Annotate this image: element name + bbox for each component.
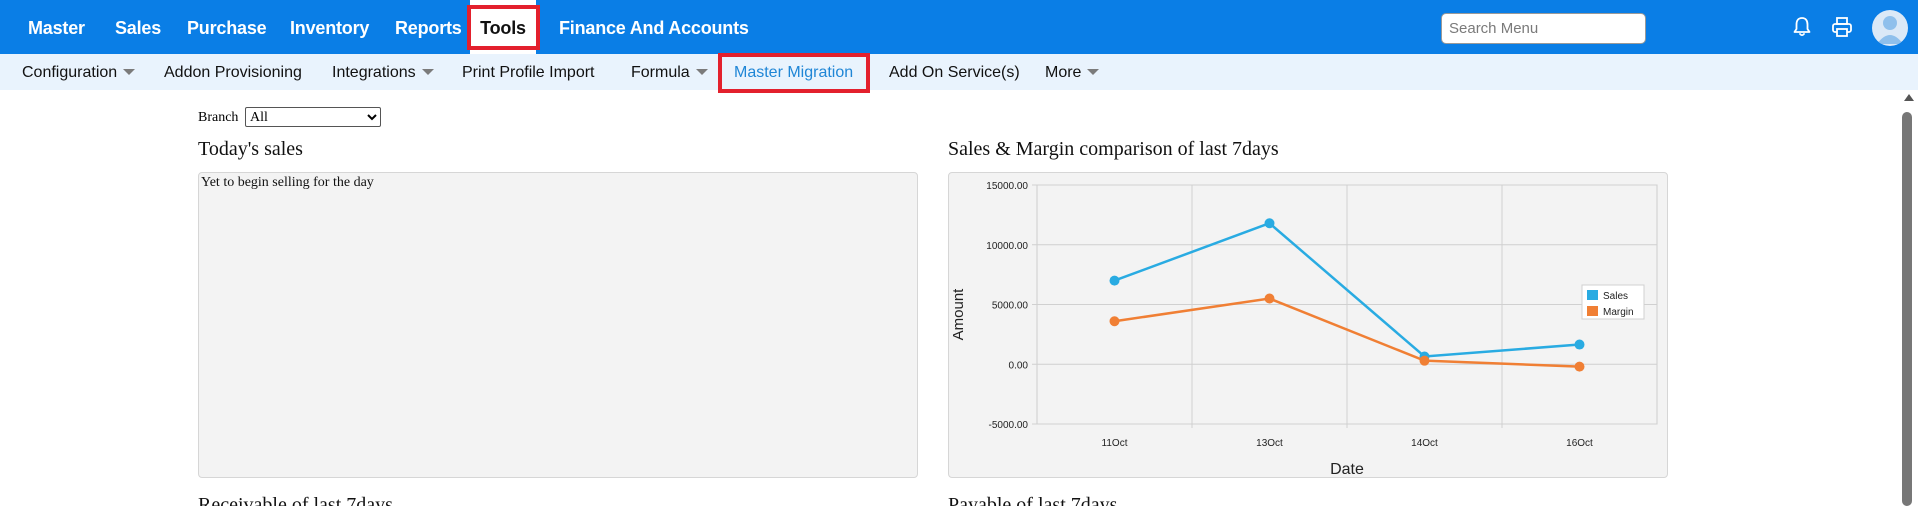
branch-select[interactable]: All (245, 107, 381, 127)
y-tick-label: 5000.00 (992, 301, 1029, 312)
subnav-print-profile-import[interactable]: Print Profile Import (462, 64, 595, 81)
topnav-finance-and-accounts[interactable]: Finance And Accounts (559, 18, 749, 38)
scrollbar-thumb[interactable] (1902, 112, 1912, 506)
sales-margin-chart-panel: 15000.00 10000.00 5000.00 0.00 -5000.00 11Oct… (948, 172, 1668, 478)
top-navigation-bar: Master Sales Purchase Inventory Reports … (0, 0, 1918, 54)
legend-label-sales: Sales (1603, 291, 1628, 302)
series-line-margin (1114, 297, 1580, 368)
user-avatar-icon[interactable] (1872, 10, 1908, 46)
series-line-sales (1114, 221, 1580, 358)
data-point-sales (1574, 339, 1585, 350)
chevron-down-icon (1087, 68, 1100, 75)
todays-sales-title: Today's sales (198, 138, 303, 160)
sales-margin-line-chart: 15000.00 10000.00 5000.00 0.00 -5000.00 11Oct… (950, 181, 1658, 478)
x-tick-label: 14Oct (1411, 438, 1438, 449)
payable-title: Payable of last 7days (948, 494, 1118, 506)
y-tick-label: 15000.00 (986, 181, 1028, 192)
topnav-reports[interactable]: Reports (395, 18, 462, 38)
chevron-down-icon (695, 68, 708, 75)
topnav-purchase[interactable]: Purchase (187, 18, 267, 38)
legend-label-margin: Margin (1603, 307, 1634, 318)
todays-sales-panel: Yet to begin selling for the day (198, 172, 918, 478)
sub-navigation-bar: Configuration Addon Provisioning Integra… (0, 54, 1918, 90)
x-axis-label: Date (1330, 461, 1364, 478)
data-point-sales (1109, 275, 1120, 286)
x-tick-label: 13Oct (1256, 438, 1283, 449)
x-tick-label: 11Oct (1102, 438, 1128, 449)
printer-icon[interactable] (1829, 14, 1855, 40)
topnav-master[interactable]: Master (28, 18, 85, 38)
subnav-integrations[interactable]: Integrations (332, 54, 434, 90)
data-point-margin (1574, 361, 1585, 372)
y-tick-label: 10000.00 (986, 241, 1028, 252)
y-axis-label: Amount (950, 288, 967, 341)
chevron-down-icon (421, 68, 434, 75)
sales-chart-title: Sales & Margin comparison of last 7days (948, 138, 1279, 160)
y-tick-label: 0.00 (1009, 360, 1029, 371)
todays-sales-message: Yet to begin selling for the day (201, 175, 374, 190)
subnav-formula[interactable]: Formula (631, 54, 708, 90)
topnav-tools[interactable]: Tools (470, 0, 536, 54)
bell-icon[interactable] (1789, 14, 1815, 40)
receivable-title: Receivable of last 7days (198, 494, 393, 506)
data-point-sales (1264, 218, 1275, 229)
topnav-sales[interactable]: Sales (115, 18, 162, 38)
subnav-more[interactable]: More (1045, 54, 1100, 90)
subnav-master-migration[interactable]: Master Migration (734, 64, 854, 81)
y-tick-label: -5000.00 (989, 420, 1029, 431)
x-tick-label: 16Oct (1566, 438, 1593, 449)
subnav-add-on-services[interactable]: Add On Service(s) (889, 64, 1020, 81)
search-menu-input[interactable] (1441, 13, 1646, 44)
scroll-up-arrow-icon[interactable] (1904, 94, 1914, 101)
chevron-down-icon (123, 68, 136, 75)
topnav-inventory[interactable]: Inventory (290, 18, 370, 38)
legend-swatch-margin (1587, 306, 1598, 316)
branch-label: Branch (198, 110, 239, 125)
subnav-addon-provisioning[interactable]: Addon Provisioning (164, 64, 302, 81)
data-point-margin (1109, 316, 1120, 327)
data-point-margin (1264, 293, 1275, 304)
data-point-margin (1419, 355, 1430, 366)
subnav-configuration[interactable]: Configuration (22, 54, 136, 90)
legend-swatch-sales (1587, 290, 1598, 300)
